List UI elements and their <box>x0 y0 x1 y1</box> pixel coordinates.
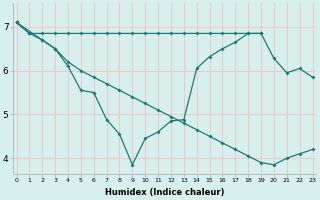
X-axis label: Humidex (Indice chaleur): Humidex (Indice chaleur) <box>105 188 224 197</box>
